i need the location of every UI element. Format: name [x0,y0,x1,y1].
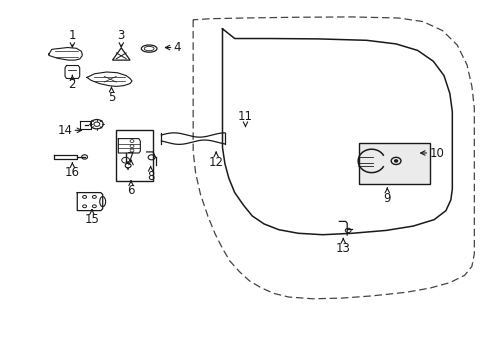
Text: 15: 15 [84,213,99,226]
Text: 7: 7 [127,151,135,164]
Text: 14: 14 [57,124,72,137]
Text: 13: 13 [335,242,350,255]
Text: 4: 4 [173,41,181,54]
Circle shape [394,160,397,162]
Text: 5: 5 [107,91,115,104]
Text: 2: 2 [68,78,76,91]
Text: 1: 1 [68,29,76,42]
Text: 3: 3 [117,29,125,42]
Text: 16: 16 [65,166,80,179]
Bar [359,143,429,184]
Text: 10: 10 [428,147,443,159]
Circle shape [125,163,131,168]
Text: 11: 11 [238,110,252,123]
Bar [116,130,153,181]
Text: 12: 12 [208,156,223,168]
Text: 9: 9 [383,192,390,204]
Text: 6: 6 [127,184,135,197]
Text: 8: 8 [146,170,154,183]
